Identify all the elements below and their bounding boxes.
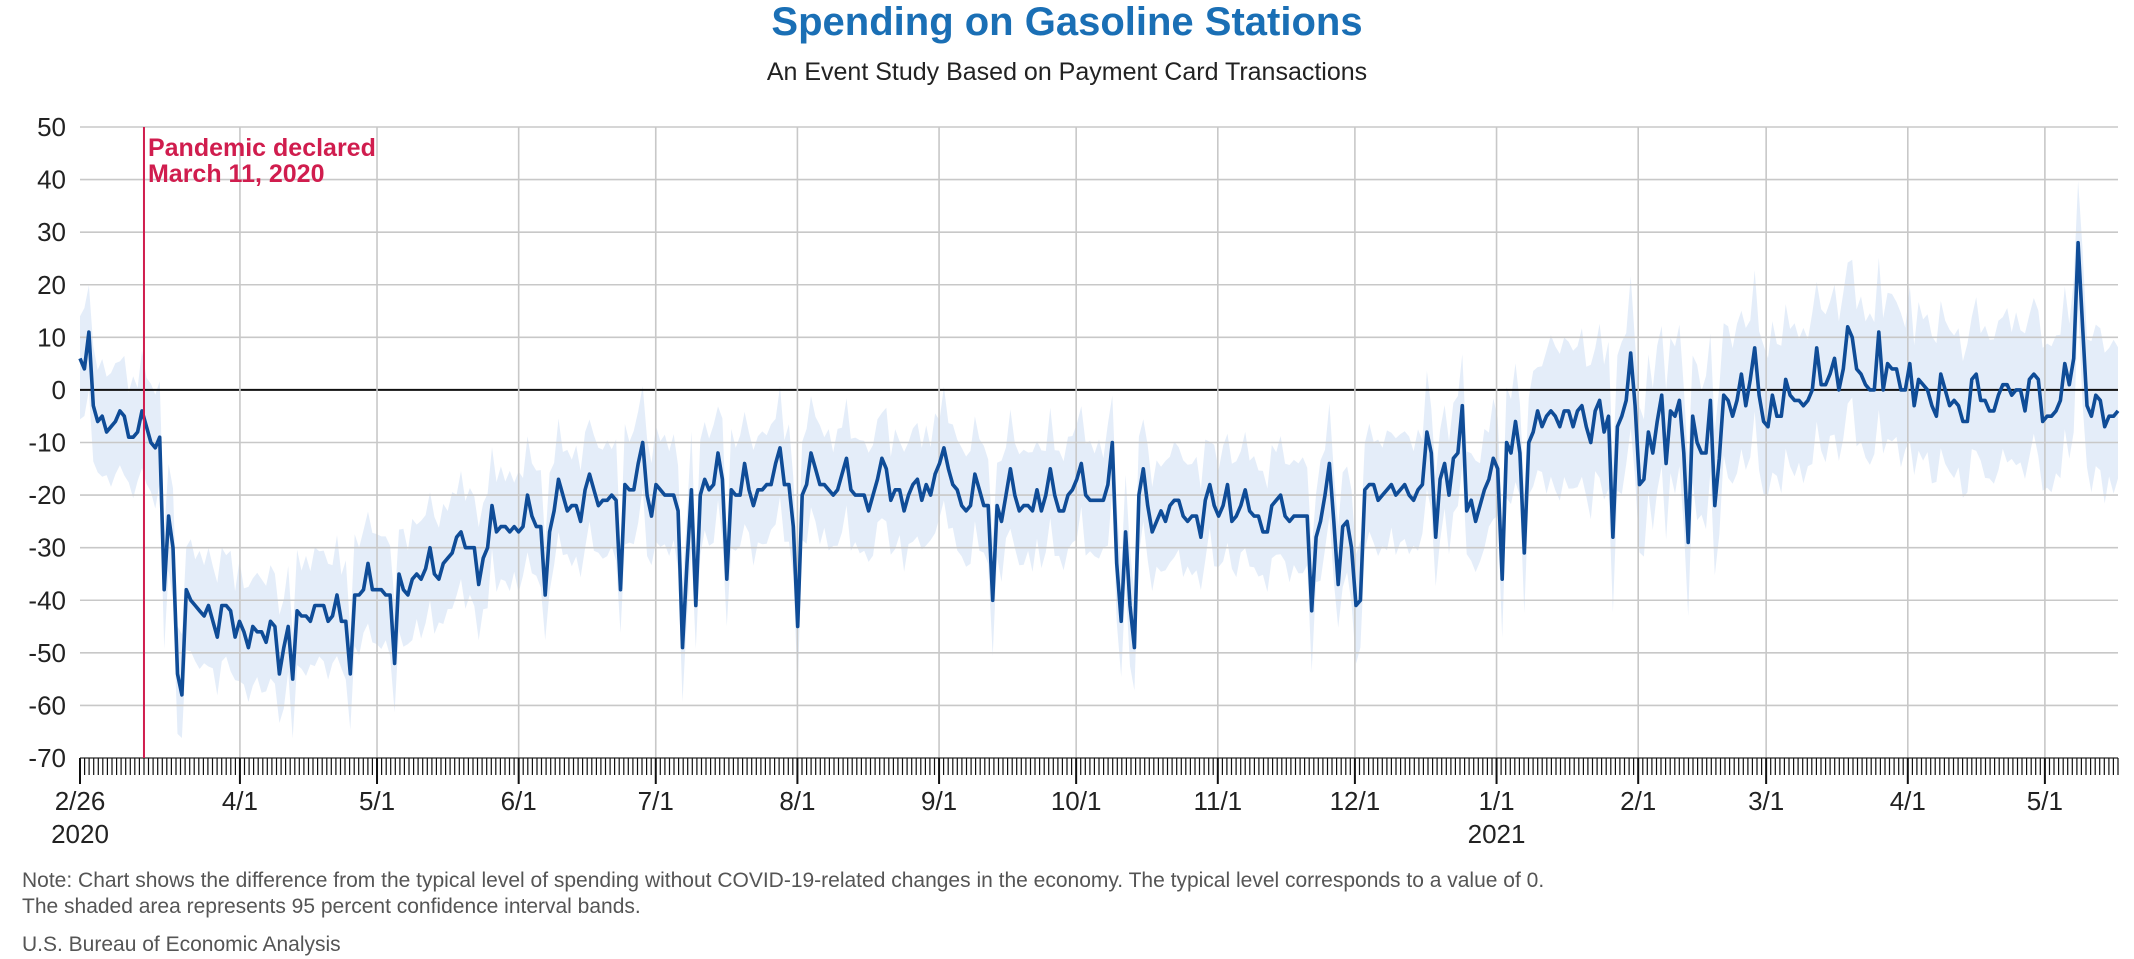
- y-tick-label: -70: [28, 743, 66, 773]
- x-tick-label: 6/1: [501, 786, 537, 816]
- y-tick-label: 50: [37, 112, 66, 142]
- y-tick-label: -20: [28, 480, 66, 510]
- event-label: Pandemic declared: [148, 134, 376, 162]
- x-year-label: 2020: [51, 819, 109, 849]
- event-date-label: March 11, 2020: [148, 160, 325, 188]
- x-tick-label: 7/1: [638, 786, 674, 816]
- y-tick-label: 20: [37, 270, 66, 300]
- x-tick-label: 11/1: [1193, 786, 1242, 816]
- x-tick-label: 12/1: [1330, 786, 1381, 816]
- day-ticks: [79, 758, 2119, 775]
- y-tick-label: 0: [52, 375, 66, 405]
- y-tick-label: -40: [28, 585, 66, 615]
- x-tick-label: 4/1: [222, 786, 258, 816]
- chart-note: Note: Chart shows the difference from th…: [22, 868, 1544, 920]
- x-tick-label: 9/1: [921, 786, 957, 816]
- note-line-2: The shaded area represents 95 percent co…: [22, 895, 641, 918]
- confidence-band: [80, 180, 2118, 739]
- x-tick-label: 2/26: [55, 786, 106, 816]
- spending-line: [78, 240, 2120, 697]
- y-tick-label: 10: [37, 322, 66, 352]
- note-line-1: Note: Chart shows the difference from th…: [22, 869, 1545, 892]
- x-tick-label: 3/1: [1748, 786, 1784, 816]
- y-tick-label: -10: [28, 428, 66, 458]
- x-tick-label: 5/1: [2027, 786, 2063, 816]
- x-tick-label: 5/1: [359, 786, 395, 816]
- x-tick-label: 10/1: [1051, 786, 1102, 816]
- line-chart: 50 40 30 20 10 0 -10 -20 -30 -40 -50 -60 -70 2/262020…: [28, 112, 2120, 849]
- x-year-label: 2021: [1468, 819, 1526, 849]
- x-tick-label: 2/1: [1620, 786, 1656, 816]
- x-tick-label: 8/1: [779, 786, 815, 816]
- y-tick-label: 40: [37, 165, 66, 195]
- chart-subtitle: An Event Study Based on Payment Card Tra…: [766, 58, 1368, 86]
- y-tick-label: -50: [28, 638, 66, 668]
- chart-title: Spending on Gasoline Stations: [771, 0, 1363, 44]
- x-tick-label: 1/1: [1478, 786, 1514, 816]
- x-tick-label: 4/1: [1890, 786, 1926, 816]
- y-tick-label: 30: [37, 217, 66, 247]
- y-tick-label: -60: [28, 690, 66, 720]
- y-tick-label: -30: [28, 533, 66, 563]
- source-credit: U.S. Bureau of Economic Analysis: [22, 933, 341, 956]
